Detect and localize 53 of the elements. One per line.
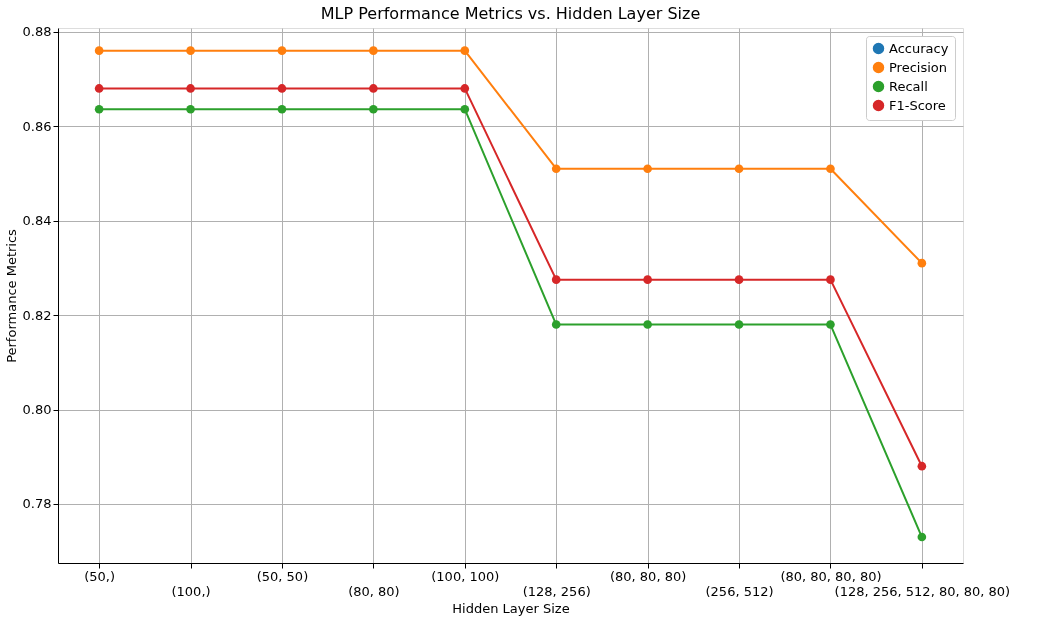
point	[917, 258, 927, 268]
x-tick-label: (256, 512)	[705, 583, 774, 599]
x-axis-title: Hidden Layer Size	[452, 600, 570, 616]
point	[277, 46, 287, 55]
legend-label: Accuracy	[889, 40, 949, 56]
point	[917, 461, 927, 471]
point	[643, 275, 652, 284]
point	[826, 275, 835, 284]
y-tick-label: 0.78	[22, 496, 52, 512]
point	[94, 84, 104, 93]
x-tick-label: (100, 100)	[431, 568, 500, 584]
point	[369, 46, 378, 55]
point	[734, 320, 744, 329]
point	[186, 46, 195, 55]
x-tick-label: (128, 256, 512, 80, 80, 80)	[834, 583, 1011, 599]
point	[734, 164, 744, 174]
x-tick-label: (80, 80)	[348, 583, 400, 599]
point	[94, 46, 104, 55]
point	[460, 46, 470, 55]
x-tick-label: (50,)	[84, 568, 116, 584]
y-tick-label: 0.84	[22, 213, 52, 229]
x-tick-label: (80, 80, 80, 80)	[780, 568, 882, 584]
point	[277, 104, 287, 114]
x-tick-label: (100,)	[171, 583, 211, 599]
y-tick-label: 0.88	[22, 24, 52, 40]
point	[551, 320, 561, 329]
point	[734, 275, 744, 284]
point	[369, 104, 378, 114]
point	[277, 84, 287, 93]
point	[551, 275, 561, 284]
point	[643, 164, 652, 174]
y-tick-label: 0.82	[22, 307, 52, 323]
x-tick-label: (128, 256)	[522, 583, 591, 599]
point	[369, 84, 378, 93]
legend-label: Precision	[889, 59, 948, 75]
point	[186, 104, 195, 114]
legend-label: Recall	[889, 78, 928, 94]
point	[460, 104, 470, 114]
point	[826, 164, 835, 174]
chart-title: MLP Performance Metrics vs. Hidden Layer Size	[320, 3, 701, 23]
y-axis-title: Performance Metrics	[3, 228, 19, 363]
point	[186, 84, 195, 93]
x-tick-label: (80, 80, 80)	[609, 568, 687, 584]
point	[826, 320, 835, 329]
point	[643, 320, 652, 329]
point	[917, 532, 927, 542]
point	[94, 104, 104, 114]
legend-label: F1-Score	[889, 97, 946, 113]
point	[551, 164, 561, 174]
point	[460, 84, 470, 93]
x-tick-label: (50, 50)	[256, 568, 309, 584]
y-tick-label: 0.80	[22, 402, 52, 418]
y-tick-label: 0.86	[22, 118, 52, 134]
